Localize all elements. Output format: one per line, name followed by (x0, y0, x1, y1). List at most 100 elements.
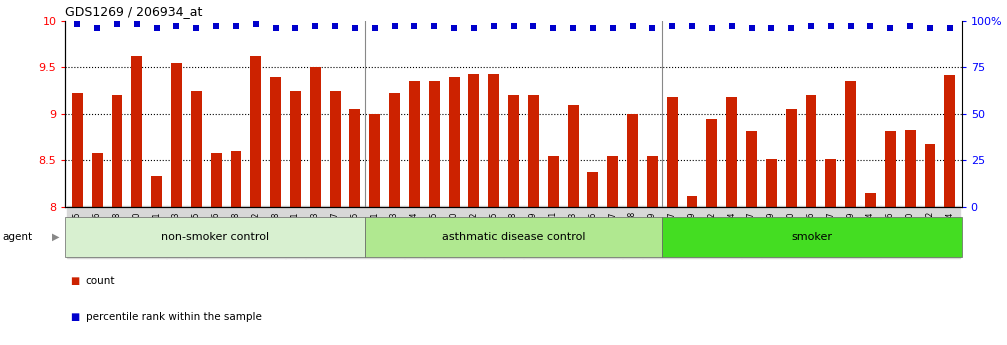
Bar (663, 217, 962, 257)
Point (843, 23, 859, 29)
Point (466, 26, 482, 31)
Point (248, 22, 264, 27)
Point (604, 26, 620, 31)
Bar (904, 130, 915, 207)
Bar (71, 93, 83, 207)
Point (545, 26, 561, 31)
Bar (231, 151, 242, 207)
Bar (945, 75, 956, 207)
Bar (885, 131, 896, 207)
Point (763, 26, 779, 31)
Bar (646, 156, 658, 207)
Bar (151, 176, 162, 207)
Point (684, 23, 700, 29)
Point (565, 26, 581, 31)
Bar (766, 159, 776, 207)
Point (644, 26, 661, 31)
Point (783, 26, 800, 31)
Bar (389, 93, 400, 207)
Point (743, 26, 759, 31)
Point (109, 22, 125, 27)
Point (307, 23, 323, 29)
Bar (449, 77, 459, 207)
Point (129, 22, 145, 27)
Bar (865, 193, 876, 207)
Bar (924, 144, 936, 207)
Bar (706, 119, 717, 207)
Text: ▶: ▶ (52, 232, 59, 242)
Bar (171, 62, 182, 207)
Bar (845, 81, 856, 207)
Bar (468, 74, 479, 207)
Bar (270, 77, 281, 207)
Point (823, 23, 839, 29)
Point (942, 26, 958, 31)
Point (624, 23, 640, 29)
Bar (92, 153, 103, 207)
Bar (310, 67, 321, 207)
Point (149, 26, 165, 31)
Bar (210, 153, 222, 207)
Bar (329, 90, 340, 207)
Bar (726, 97, 737, 207)
Point (665, 23, 681, 29)
Bar (251, 56, 261, 207)
Text: ■: ■ (70, 276, 80, 286)
Bar (607, 156, 618, 207)
Point (346, 26, 363, 31)
Point (208, 23, 225, 29)
Point (426, 23, 442, 29)
Bar (746, 131, 757, 207)
Point (526, 23, 542, 29)
Text: ■: ■ (70, 313, 80, 322)
Point (188, 26, 204, 31)
Text: agent: agent (2, 232, 32, 242)
Bar (509, 95, 519, 207)
Point (268, 26, 284, 31)
Bar (370, 114, 381, 207)
Bar (548, 156, 559, 207)
Point (862, 23, 878, 29)
Bar (409, 81, 420, 207)
Point (367, 26, 383, 31)
Bar (687, 196, 698, 207)
Point (882, 26, 898, 31)
Point (446, 26, 462, 31)
Bar (65, 217, 365, 257)
Text: count: count (86, 276, 115, 286)
Bar (429, 81, 440, 207)
Bar (528, 95, 539, 207)
Text: non-smoker control: non-smoker control (161, 232, 269, 242)
Bar (806, 95, 817, 207)
Point (387, 23, 403, 29)
Point (506, 23, 522, 29)
Point (327, 23, 343, 29)
Point (724, 23, 740, 29)
Bar (627, 114, 638, 207)
Bar (191, 90, 201, 207)
Bar (826, 159, 836, 207)
Bar (667, 97, 678, 207)
Point (90, 26, 106, 31)
Bar (785, 109, 797, 207)
Bar (290, 90, 301, 207)
Text: GDS1269 / 206934_at: GDS1269 / 206934_at (65, 5, 202, 18)
Text: percentile rank within the sample: percentile rank within the sample (86, 313, 262, 322)
Bar (131, 56, 142, 207)
Bar (365, 217, 663, 257)
Point (287, 26, 303, 31)
Point (407, 23, 423, 29)
Point (704, 26, 720, 31)
Point (803, 23, 819, 29)
Bar (349, 109, 361, 207)
Point (902, 23, 918, 29)
Bar (587, 171, 598, 207)
Text: smoker: smoker (792, 232, 833, 242)
Bar (568, 105, 578, 207)
Text: asthmatic disease control: asthmatic disease control (442, 232, 585, 242)
Point (921, 26, 938, 31)
Point (485, 23, 501, 29)
Bar (488, 74, 499, 207)
Point (168, 23, 184, 29)
Point (585, 26, 601, 31)
